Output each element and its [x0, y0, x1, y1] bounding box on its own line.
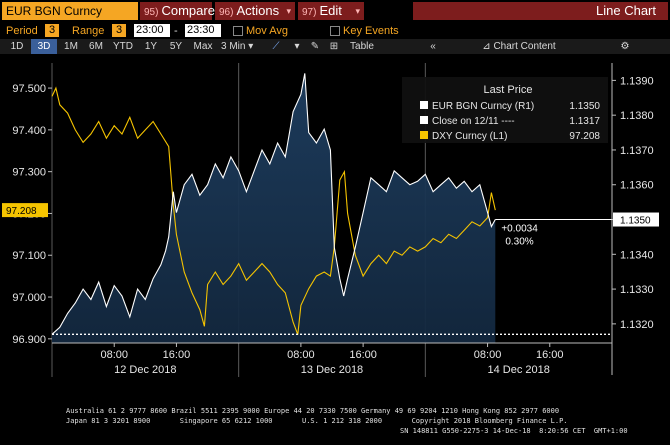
line-chart[interactable]: 97.50097.40097.30097.20097.10097.00096.9… [0, 55, 670, 390]
timeframe-1y[interactable]: 1Y [144, 41, 158, 52]
chart-content-button[interactable]: ⊿ Chart Content [482, 41, 556, 52]
left-tick-label: 97.000 [12, 292, 46, 304]
eur-bgn-current-value: 1.1350 [620, 216, 651, 227]
timeframe-5y[interactable]: 5Y [169, 41, 183, 52]
right-tick-label: 1.1390 [620, 75, 654, 87]
left-tick-label: 97.400 [12, 125, 46, 137]
legend-background [402, 77, 608, 143]
security-ticker[interactable]: EUR BGN Curncy [2, 2, 138, 20]
line-chart-icon[interactable]: ⟋ [272, 41, 280, 52]
eur-bgn-current-tag [613, 212, 659, 227]
x-tick-label: 16:00 [536, 349, 564, 361]
footer-session: SN 148811 G550-2275-3 14-Dec-18 8:20:56 … [400, 427, 628, 435]
interval-select[interactable]: 3 Min ▾ [221, 41, 254, 52]
eur-bgn-area-fill [52, 73, 496, 344]
edit-dropdown-icon: ▾ [355, 6, 360, 16]
legend-value-eur-bgn: 1.1350 [569, 101, 600, 112]
view-title-label: Line Chart [596, 3, 656, 18]
left-tick-label: 96.900 [12, 334, 46, 346]
footer-contacts: Australia 61 2 9777 8600 Brazil 5511 239… [66, 407, 560, 415]
x-tick-label: 08:00 [287, 349, 315, 361]
interval-value: 3 Min [221, 41, 246, 52]
legend-label-dxy: DXY Curncy (L1) [432, 131, 507, 142]
dxy-series-line [51, 86, 496, 335]
key-events-label: Key Events [343, 25, 399, 37]
left-tick-label: 97.500 [12, 83, 46, 95]
timeframe-ytd[interactable]: YTD [113, 41, 133, 52]
timeframe-6m[interactable]: 6M [89, 41, 103, 52]
timeframe-max[interactable]: Max [193, 41, 213, 52]
key-events-checkbox[interactable] [330, 26, 340, 36]
right-tick-label: 1.1340 [620, 249, 654, 261]
legend-label-eur-bgn: EUR BGN Curncy (R1) [432, 101, 534, 112]
actions-button-number: 96) [219, 7, 234, 18]
axes: 97.50097.40097.30097.20097.10097.00096.9… [12, 63, 654, 376]
edit-button-label: Edit [319, 3, 342, 18]
legend-value-dxy: 97.208 [569, 131, 600, 142]
footer-copyright: Japan 81 3 3201 8900 Singapore 65 6212 1… [66, 417, 568, 425]
dxy-current-tag [2, 203, 48, 218]
legend-title: Last Price [484, 84, 533, 96]
command-bar: EUR BGN Curncy 95) Compare 96) Actions ▾ 9… [0, 0, 670, 22]
timeframe-1d[interactable]: 1D [10, 41, 24, 52]
x-day-label: 13 Dec 2018 [301, 364, 363, 376]
range-separator: - [174, 25, 178, 37]
legend-swatch-dxy [420, 131, 428, 139]
right-tick-label: 1.1330 [620, 284, 654, 296]
legend-swatch-close [420, 116, 428, 124]
compare-button-number: 95) [144, 7, 159, 18]
mov-avg-label: Mov Avg [246, 25, 288, 37]
legend-label-close: Close on 12/11 ---- [432, 116, 515, 127]
right-tick-label: 1.1370 [620, 145, 654, 157]
change-percent: 0.30% [505, 237, 533, 248]
draw-pen-icon[interactable]: ✎ [310, 41, 320, 52]
table-button[interactable]: Table [350, 41, 374, 52]
right-tick-label: 1.1360 [620, 180, 654, 192]
actions-button-label: Actions [236, 3, 280, 18]
x-day-label: 12 Dec 2018 [114, 364, 176, 376]
mov-avg-checkbox[interactable] [233, 26, 243, 36]
x-tick-label: 08:00 [100, 349, 128, 361]
change-absolute: +0.0034 [501, 224, 538, 235]
eur-bgn-series-line [51, 73, 496, 335]
left-tick-label: 97.300 [12, 167, 46, 179]
period-label: Period [6, 25, 38, 37]
actions-dropdown-icon: ▾ [286, 6, 291, 16]
compare-button-label: Compare [161, 3, 215, 18]
control-bar: Period 3 Range 3 23:00 - 23:30 Mov Avg K… [0, 23, 670, 39]
edit-button[interactable]: 97) Edit ▾ [298, 2, 364, 20]
dxy-current-value: 97.208 [6, 206, 37, 217]
period-input[interactable]: 3 [45, 24, 59, 37]
collapse-icon[interactable]: « [430, 41, 436, 52]
right-tick-label: 1.1320 [620, 319, 654, 331]
timeframe-3d[interactable]: 3D [31, 39, 57, 54]
range-label: Range [72, 25, 105, 37]
legend-swatch-eur-bgn [420, 101, 428, 109]
x-day-label: 14 Dec 2018 [487, 364, 549, 376]
timeframe-1m[interactable]: 1M [64, 41, 78, 52]
x-tick-label: 16:00 [163, 349, 191, 361]
timeframe-bar: 1D 3D 1M 6M YTD 1Y 5Y Max 3 Min ▾ ⟋ ▾ ✎ … [0, 39, 670, 54]
overlay-icon[interactable]: ⊞ [329, 41, 339, 52]
compare-button[interactable]: 95) Compare [140, 2, 215, 20]
edit-button-number: 97) [302, 7, 317, 18]
view-title: Line Chart [413, 2, 668, 20]
actions-button[interactable]: 96) Actions ▾ [215, 2, 295, 20]
chart-content-label: Chart Content [493, 41, 556, 52]
left-tick-label: 97.100 [12, 250, 46, 262]
range-input[interactable]: 3 [112, 24, 126, 37]
x-tick-label: 08:00 [474, 349, 502, 361]
right-tick-label: 1.1380 [620, 110, 654, 122]
chart-style-dropdown-icon[interactable]: ▾ [294, 41, 300, 52]
x-tick-label: 16:00 [349, 349, 377, 361]
settings-gear-icon[interactable]: ⚙ [620, 41, 630, 52]
legend: Last Price EUR BGN Curncy (R1) 1.1350 Cl… [402, 77, 608, 143]
range-end-input[interactable]: 23:30 [185, 24, 221, 37]
range-start-input[interactable]: 23:00 [134, 24, 170, 37]
legend-value-close: 1.1317 [569, 116, 600, 127]
